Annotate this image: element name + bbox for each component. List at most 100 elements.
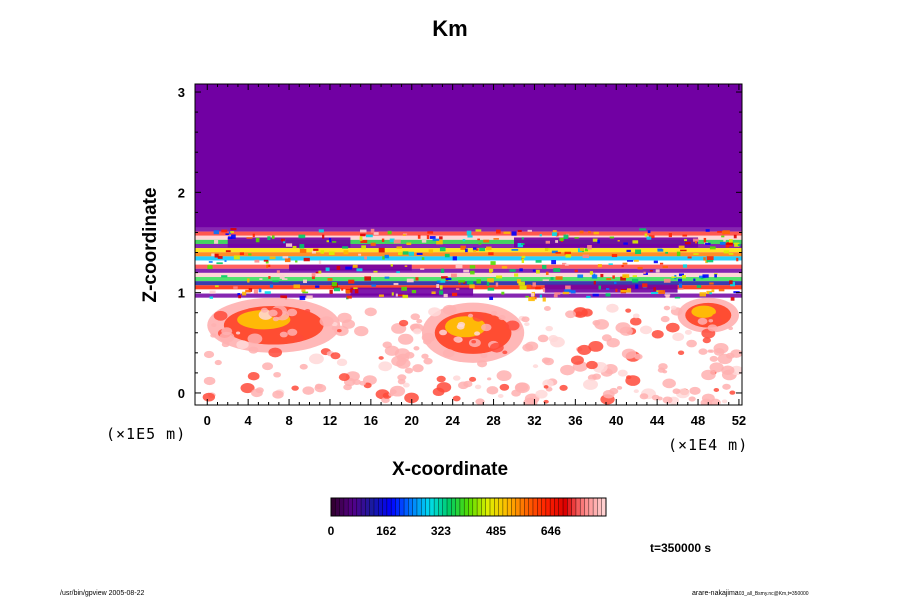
colorbar-cell [550, 498, 555, 516]
band-speckle [470, 270, 475, 275]
surface-blob [481, 323, 492, 332]
band-speckle [325, 267, 330, 272]
band-speckle [239, 252, 244, 256]
surface-blob [477, 360, 488, 368]
band-speckle [588, 230, 591, 234]
band-speckle [637, 266, 643, 270]
surface-blob [474, 384, 482, 390]
band-speckle [611, 254, 618, 258]
band-speckle [682, 275, 686, 279]
surface-blob [684, 329, 692, 335]
colorbar-cell [502, 498, 508, 516]
band-speckle [713, 273, 718, 275]
band-speckle [487, 278, 494, 283]
band-speckle [318, 260, 322, 265]
band-speckle [646, 236, 652, 240]
band-speckle [648, 235, 655, 239]
band-speckle [268, 276, 271, 279]
band-speckle [477, 238, 480, 241]
band-speckle [677, 278, 683, 282]
colorbar-cell [382, 498, 388, 516]
band-speckle [420, 268, 425, 270]
band-speckle [703, 237, 707, 243]
surface-blob [463, 380, 473, 388]
surface-blob [688, 396, 696, 402]
band-speckle [565, 254, 572, 258]
colorbar-cell [399, 498, 405, 516]
surface-blob [559, 384, 568, 391]
surface-blob [247, 372, 260, 381]
surface-blob [413, 328, 422, 335]
surface-blob [452, 395, 461, 402]
band-speckle [211, 253, 215, 257]
band-speckle [284, 257, 291, 263]
band-speckle [693, 253, 699, 255]
band-speckle [395, 293, 398, 297]
surface-blob [665, 322, 680, 333]
band-speckle [579, 230, 584, 234]
band-speckle [360, 229, 367, 233]
band-speckle [737, 244, 741, 247]
surface-blob [537, 334, 549, 343]
band-speckle [373, 232, 379, 235]
plot-frame [194, 83, 743, 406]
band-speckle [593, 273, 596, 278]
colorbar-cell [373, 498, 379, 516]
surface-blob [442, 349, 455, 358]
band-speckle [356, 268, 363, 272]
band-speckle [592, 238, 598, 242]
band-speckle [564, 289, 572, 292]
band-speckle [432, 238, 440, 241]
band-speckle [587, 245, 592, 250]
band-speckle [676, 251, 681, 257]
x-tick-label: 28 [486, 413, 500, 428]
surface-blob [548, 335, 559, 343]
colorbar-cell [391, 498, 396, 516]
band-speckle [282, 256, 289, 259]
band-speckle [643, 271, 646, 275]
band-speckle [665, 251, 669, 254]
band-speckle [592, 293, 599, 297]
colorbar-cell [395, 498, 401, 516]
surface-blob [697, 317, 708, 325]
surface-blob [382, 341, 392, 349]
band-speckle [315, 271, 321, 274]
x-tick-label: 8 [285, 413, 292, 428]
band-speckle [736, 257, 739, 262]
band-speckle [698, 275, 706, 279]
band-speckle [279, 274, 285, 279]
band-speckle [382, 256, 385, 260]
band-speckle [311, 276, 315, 280]
x-tick-label: 36 [568, 413, 582, 428]
band-speckle [700, 277, 704, 280]
banded-layer-stripe [195, 243, 742, 249]
band-speckle [384, 254, 389, 259]
band-speckle [455, 263, 463, 269]
surface-blob [262, 362, 274, 371]
band-speckle [593, 280, 596, 285]
colorbar-cell [416, 498, 422, 516]
band-speckle [706, 290, 712, 295]
band-speckle [486, 246, 492, 251]
band-speckle [209, 296, 214, 299]
surface-blob [602, 390, 615, 399]
surface-blob [639, 325, 653, 335]
colorbar-cell [485, 498, 491, 516]
band-speckle [663, 278, 671, 283]
surface-blob [543, 306, 551, 311]
band-speckle [213, 230, 219, 235]
surface-blob [487, 377, 492, 381]
x-unit-label: (×1E4 m) [668, 436, 749, 454]
band-speckle [723, 250, 730, 254]
colorbar-cell [421, 498, 427, 516]
band-speckle [230, 228, 237, 231]
band-speckle [360, 233, 366, 237]
band-speckle [342, 246, 349, 249]
surface-blob [404, 367, 414, 374]
surface-blob [657, 396, 663, 401]
surface-blob [625, 375, 641, 386]
colorbar-cell [580, 498, 586, 516]
band-speckle [562, 291, 569, 295]
surface-blob [268, 309, 278, 317]
surface-blob [203, 350, 215, 359]
